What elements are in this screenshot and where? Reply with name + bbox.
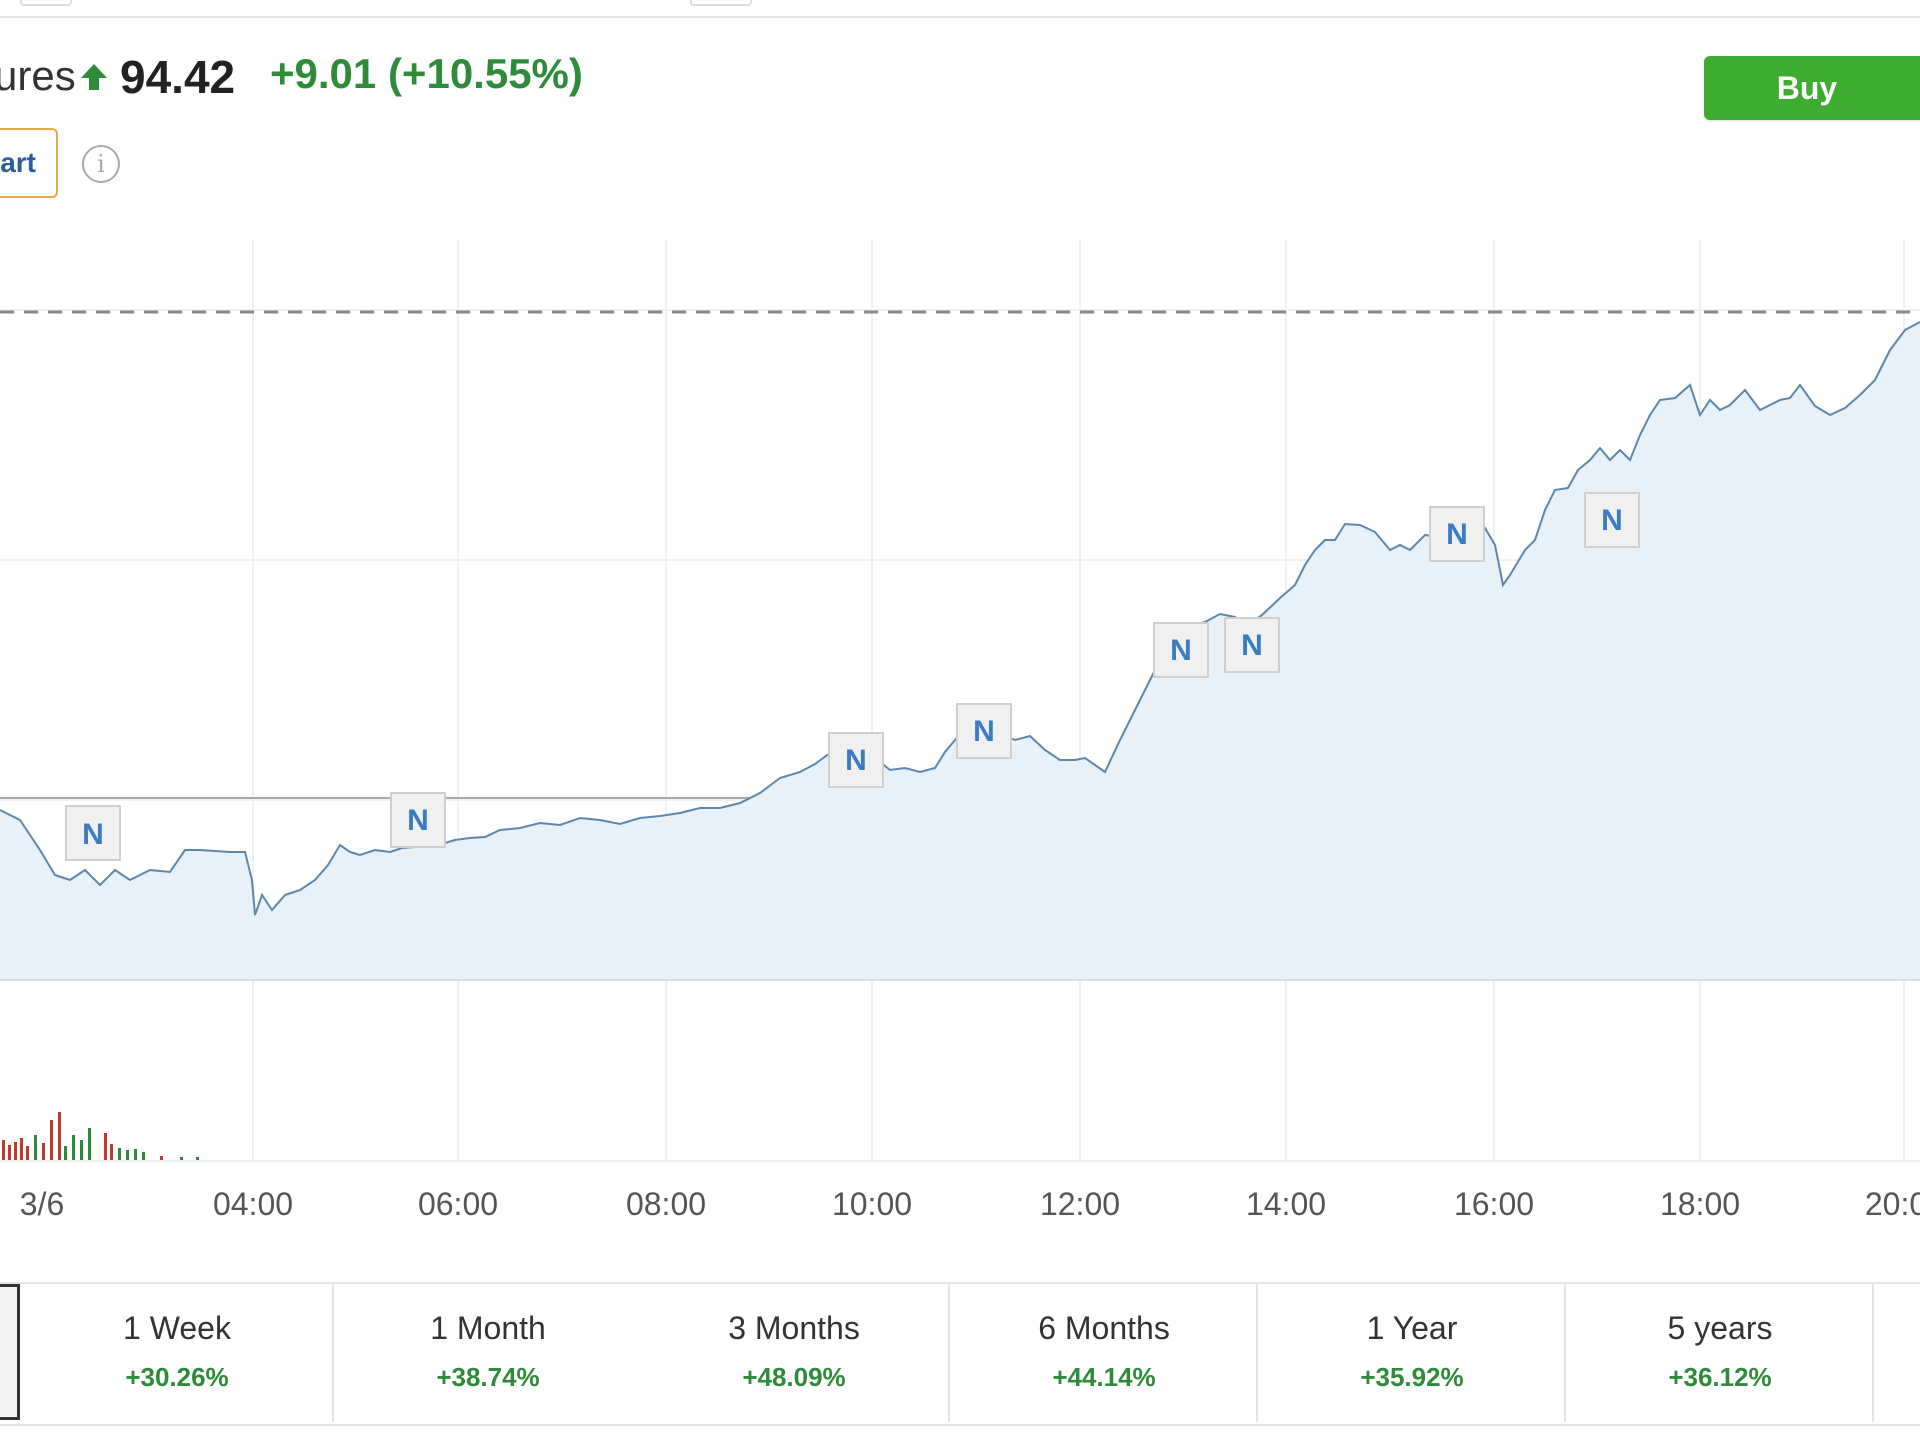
chart-button[interactable]: art	[0, 128, 58, 198]
news-marker-label: N	[1241, 629, 1263, 662]
x-tick-label: 20:0	[1864, 1186, 1920, 1222]
x-tick-label: 10:00	[831, 1186, 913, 1222]
volume-bar	[126, 1150, 129, 1160]
period-6-months[interactable]: 6 Months +44.14%	[948, 1284, 1258, 1422]
instrument-name: ures	[0, 52, 76, 99]
volume-bar	[8, 1145, 11, 1160]
period-label: 6 Months	[1038, 1310, 1170, 1346]
volume-bar	[104, 1133, 107, 1160]
news-marker[interactable]: N	[1429, 506, 1485, 562]
volume-bar	[2, 1140, 5, 1160]
volume-bar	[110, 1144, 113, 1160]
period-5-years[interactable]: 5 years +36.12%	[1564, 1284, 1874, 1422]
period-label: 1 Week	[123, 1310, 231, 1346]
price-area	[0, 322, 1920, 980]
volume-bar	[72, 1135, 75, 1160]
buy-button[interactable]: Buy	[1704, 56, 1920, 120]
x-tick-label: 3/6	[19, 1186, 65, 1222]
news-marker[interactable]: N	[1153, 622, 1209, 678]
news-marker-label: N	[1446, 518, 1468, 551]
volume-bar	[142, 1152, 145, 1160]
period-label: 3 Months	[728, 1310, 860, 1346]
news-marker-label: N	[973, 715, 995, 748]
volume-bar	[34, 1135, 37, 1160]
period-label: 1 Year	[1366, 1310, 1458, 1346]
top-divider	[0, 0, 1920, 18]
top-tab-fragment	[690, 0, 752, 6]
volume-bar	[14, 1142, 17, 1160]
price-change: +9.01 (+10.55%)	[270, 50, 583, 97]
x-tick-label: 06:00	[417, 1186, 499, 1222]
x-tick-label: 08:00	[625, 1186, 707, 1222]
volume-bar	[42, 1143, 45, 1160]
period-change: +38.74%	[436, 1362, 540, 1392]
x-tick-label: 14:00	[1245, 1186, 1327, 1222]
volume-bar	[64, 1146, 67, 1160]
news-marker[interactable]: N	[1224, 617, 1280, 673]
volume-bar	[196, 1157, 199, 1160]
x-tick-label: 04:00	[212, 1186, 294, 1222]
news-marker[interactable]: N	[956, 703, 1012, 759]
volume-bar	[20, 1138, 23, 1160]
period-change: +48.09%	[742, 1362, 846, 1392]
period-change: +35.92%	[1360, 1362, 1464, 1392]
volume-bar	[50, 1120, 53, 1160]
news-marker[interactable]: N	[1584, 492, 1640, 548]
period-label: 5 years	[1667, 1310, 1773, 1346]
x-tick-label: 18:00	[1659, 1186, 1741, 1222]
news-markers: N N N N N N N N	[65, 492, 1640, 861]
volume-bar	[88, 1128, 91, 1160]
period-tab-selected[interactable]	[0, 1284, 20, 1420]
period-change: +36.12%	[1668, 1362, 1772, 1392]
news-marker-label: N	[407, 804, 429, 837]
period-divider	[1872, 1284, 1874, 1422]
info-icon[interactable]: i	[82, 145, 120, 183]
period-change: +30.26%	[125, 1362, 229, 1392]
price-line	[0, 321, 1920, 916]
volume-bar	[80, 1140, 83, 1160]
price-chart[interactable]: g .com N N N N N N N N	[0, 240, 1920, 1180]
period-1-year[interactable]: 1 Year +35.92%	[1256, 1284, 1566, 1422]
period-1-week[interactable]: 1 Week +30.26%	[22, 1284, 332, 1422]
news-marker-label: N	[82, 818, 104, 851]
period-1-month[interactable]: 1 Month +38.74%	[332, 1284, 642, 1422]
news-marker[interactable]: N	[828, 732, 884, 788]
last-price: 94.42	[120, 51, 236, 103]
volume-bar	[26, 1146, 29, 1160]
period-change: +44.14%	[1052, 1362, 1156, 1392]
volume-bar	[180, 1157, 183, 1160]
x-tick-label: 12:00	[1039, 1186, 1121, 1222]
up-arrow-icon	[81, 64, 107, 90]
news-marker-label: N	[845, 744, 867, 777]
period-selector: 1 Week +30.26% 1 Month +38.74% 3 Months …	[0, 1282, 1920, 1426]
news-marker-label: N	[1170, 634, 1192, 667]
news-marker-label: N	[1601, 504, 1623, 537]
volume-bar	[134, 1149, 137, 1160]
volume-bar	[118, 1148, 121, 1160]
period-3-months[interactable]: 3 Months +48.09%	[640, 1284, 948, 1422]
volume-bar	[58, 1112, 61, 1160]
period-label: 1 Month	[430, 1310, 546, 1346]
x-tick-label: 16:00	[1453, 1186, 1535, 1222]
news-marker[interactable]: N	[65, 805, 121, 861]
top-tab-fragment	[20, 0, 72, 6]
volume-bar	[160, 1156, 163, 1160]
volume-bars	[2, 1112, 199, 1160]
news-marker[interactable]: N	[390, 792, 446, 848]
